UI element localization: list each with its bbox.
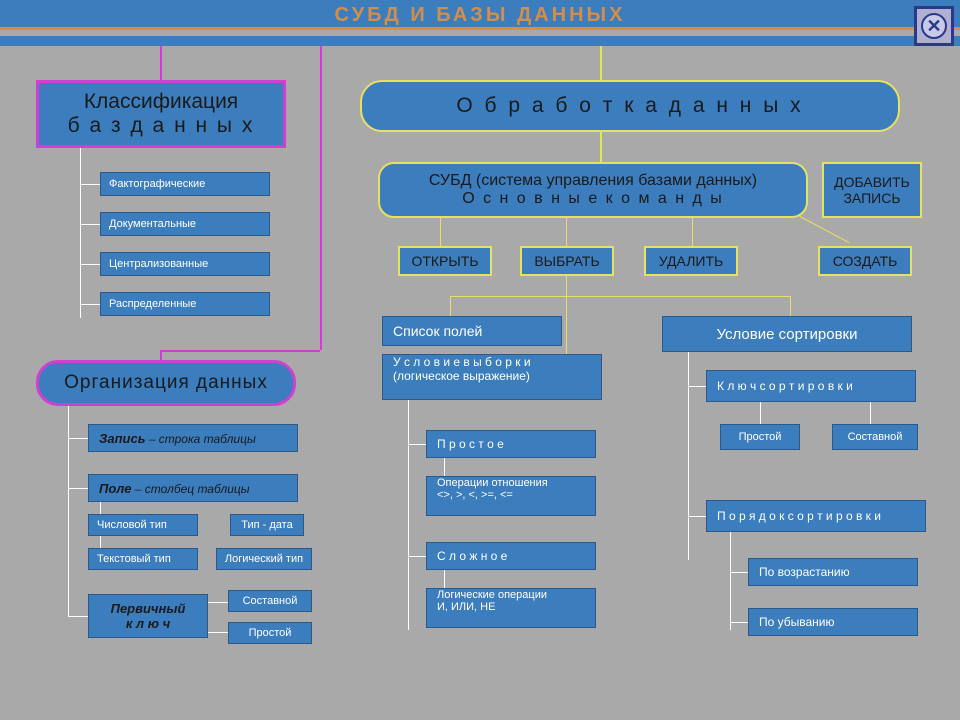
conn <box>440 218 441 246</box>
record-label: Запись <box>99 431 145 446</box>
conn <box>408 400 409 630</box>
conn <box>600 46 602 80</box>
relation-ops-box: Операции отношения <>, >, <, >=, <= <box>426 476 596 516</box>
dbms-l2: О с н о в н ы е к о м а н д ы <box>462 190 724 208</box>
sort-cond-box: Условие сортировки <box>662 316 912 352</box>
selection-cond-box: У с л о в и е в ы б о р к и (логическое … <box>382 354 602 400</box>
conn <box>450 296 790 297</box>
class-item-0: Фактографические <box>100 172 270 196</box>
record-desc: – строка таблицы <box>145 432 255 446</box>
pk-label: Первичный к л ю ч <box>111 601 186 631</box>
conn <box>730 622 748 623</box>
relops-l1: Операции отношения <box>437 477 548 489</box>
classification-box: Классификация б а з д а н н ы х <box>36 80 286 148</box>
conn <box>68 616 88 617</box>
logic-ops-box: Логические операции И, ИЛИ, НЕ <box>426 588 596 628</box>
classification-l2: б а з д а н н ы х <box>68 114 255 138</box>
conn <box>80 184 100 185</box>
conn <box>208 632 228 633</box>
conn <box>566 276 567 296</box>
conn <box>408 444 426 445</box>
conn <box>566 296 567 354</box>
conn <box>760 402 761 424</box>
close-icon: ✕ <box>921 13 947 39</box>
class-item-3: Распределенные <box>100 292 270 316</box>
conn <box>160 46 162 80</box>
logops-l1: Логические операции <box>437 589 547 601</box>
ftype-2: Текстовый тип <box>88 548 198 570</box>
simple-box: П р о с т о е <box>426 430 596 458</box>
class-item-2: Централизованные <box>100 252 270 276</box>
conn <box>688 386 706 387</box>
classification-l1: Классификация <box>84 90 238 114</box>
conn <box>692 218 693 246</box>
key-kind-0: Составной <box>228 590 312 612</box>
organization-box: Организация данных <box>36 360 296 406</box>
dbms-l1: СУБД (система управления базами данных) <box>429 172 757 190</box>
ftype-3: Логический тип <box>216 548 312 570</box>
dbms-box: СУБД (система управления базами данных) … <box>378 162 808 218</box>
conn <box>208 602 228 603</box>
conn <box>80 224 100 225</box>
title-bar: СУБД И БАЗЫ ДАННЫХ <box>0 0 960 30</box>
cmd-2: УДАЛИТЬ <box>644 246 738 276</box>
conn <box>688 352 689 560</box>
field-desc: – столбец таблицы <box>131 482 249 496</box>
ftype-1: Тип - дата <box>230 514 304 536</box>
record-box: Запись – строка таблицы <box>88 424 298 452</box>
conn <box>870 402 871 424</box>
field-box: Поле – столбец таблицы <box>88 474 298 502</box>
ftype-0: Числовой тип <box>88 514 198 536</box>
selcond-l2: (логическое выражение) <box>393 369 530 383</box>
close-button[interactable]: ✕ <box>914 6 954 46</box>
conn <box>80 304 100 305</box>
cmd-0: ОТКРЫТЬ <box>398 246 492 276</box>
conn <box>600 132 602 162</box>
class-item-1: Документальные <box>100 212 270 236</box>
conn <box>68 438 88 439</box>
add-record-box: ДОБАВИТЬ ЗАПИСЬ <box>822 162 922 218</box>
conn <box>688 516 706 517</box>
conn <box>160 350 320 352</box>
conn <box>320 46 322 350</box>
conn <box>800 216 850 243</box>
conn <box>160 350 162 360</box>
keytype-0: Простой <box>720 424 800 450</box>
thin-bar <box>0 36 960 46</box>
logops-l2: И, ИЛИ, НЕ <box>437 601 495 613</box>
cmd-3: СОЗДАТЬ <box>818 246 912 276</box>
primary-key-box: Первичный к л ю ч <box>88 594 208 638</box>
conn <box>450 296 451 316</box>
field-label: Поле <box>99 481 131 496</box>
processing-box: О б р а б о т к а д а н н ы х <box>360 80 900 132</box>
sort-key-box: К л ю ч с о р т и р о в к и <box>706 370 916 402</box>
conn <box>790 296 791 316</box>
sort-order-box: П о р я д о к с о р т и р о в к и <box>706 500 926 532</box>
conn <box>68 488 88 489</box>
order-1: По убыванию <box>748 608 918 636</box>
conn <box>730 572 748 573</box>
conn <box>730 532 731 630</box>
conn <box>408 556 426 557</box>
keytype-1: Составной <box>832 424 918 450</box>
conn <box>80 264 100 265</box>
order-0: По возрастанию <box>748 558 918 586</box>
selcond-l1: У с л о в и е в ы б о р к и <box>393 355 531 369</box>
cmd-1: ВЫБРАТЬ <box>520 246 614 276</box>
conn <box>80 148 81 318</box>
conn <box>566 218 567 246</box>
page-title: СУБД И БАЗЫ ДАННЫХ <box>335 4 626 27</box>
field-list-box: Список полей <box>382 316 562 346</box>
key-kind-1: Простой <box>228 622 312 644</box>
complex-box: С л о ж н о е <box>426 542 596 570</box>
relops-l2: <>, >, <, >=, <= <box>437 489 513 501</box>
